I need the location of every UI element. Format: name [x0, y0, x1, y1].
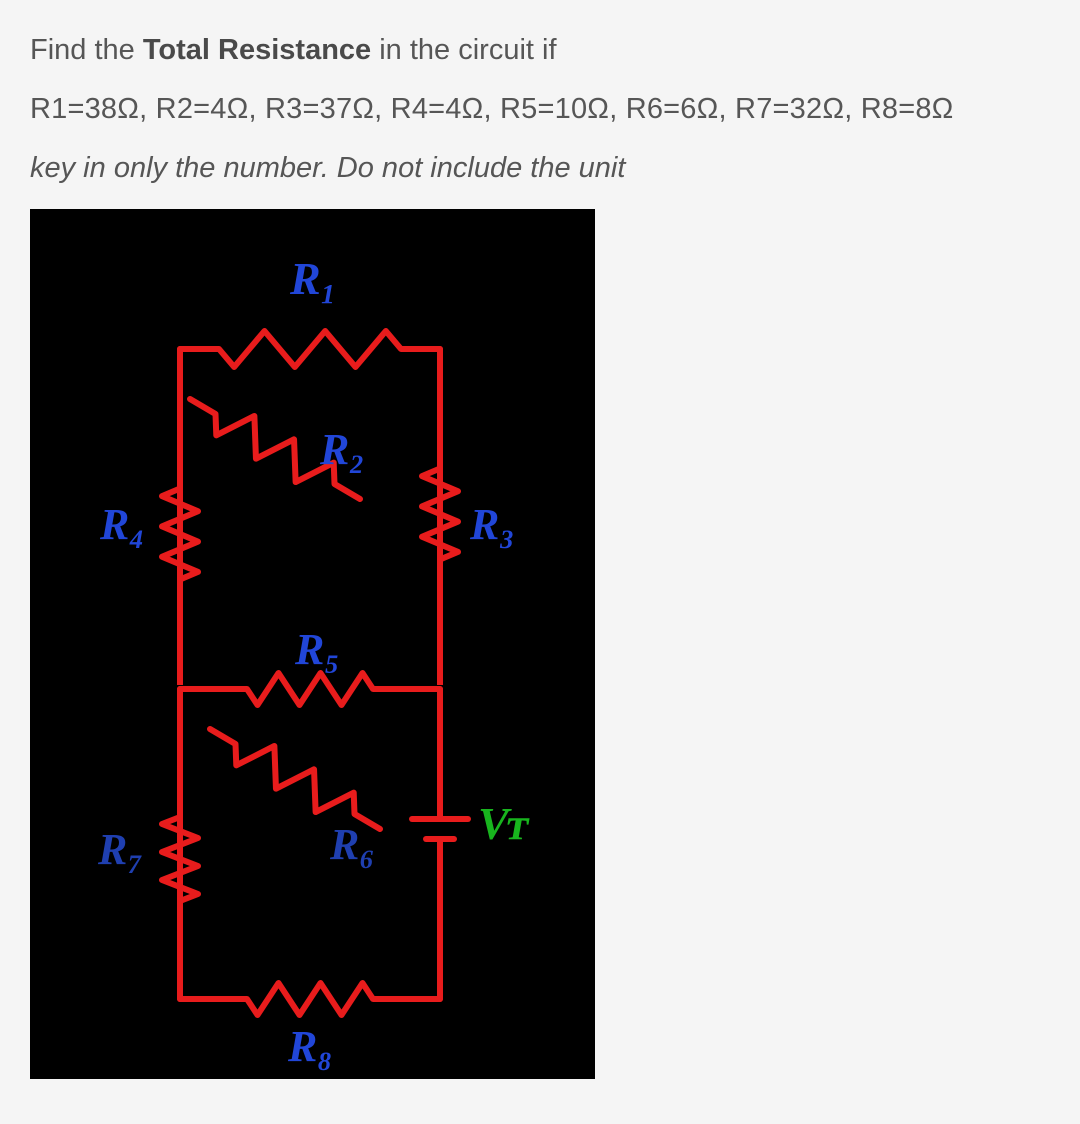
svg-text:R₁: R₁: [289, 253, 337, 304]
resistor-values: R1=38Ω, R2=4Ω, R3=37Ω, R4=4Ω, R5=10Ω, R6…: [30, 87, 1050, 132]
prompt-lead: Find the: [30, 34, 143, 66]
svg-text:R₇: R₇: [97, 825, 143, 874]
svg-text:R₆: R₆: [329, 820, 375, 869]
circuit-diagram: R₁ R₂ R₃ R₄ R₅ R₆ R₇ R₈ Vᴛ: [30, 209, 595, 1079]
prompt-tail: in the circuit if: [371, 34, 556, 66]
svg-text:Vᴛ: Vᴛ: [478, 798, 530, 849]
instruction-note: key in only the number. Do not include t…: [30, 146, 1050, 191]
question-prompt: Find the Total Resistance in the circuit…: [30, 28, 1050, 73]
svg-text:R₄: R₄: [99, 500, 145, 549]
circuit-svg: R₁ R₂ R₃ R₄ R₅ R₆ R₇ R₈ Vᴛ: [30, 209, 595, 1079]
svg-text:R₈: R₈: [287, 1022, 333, 1071]
svg-text:R₅: R₅: [294, 625, 340, 674]
prompt-bold: Total Resistance: [143, 34, 371, 66]
svg-text:R₃: R₃: [469, 500, 515, 549]
svg-text:R₂: R₂: [319, 425, 365, 474]
